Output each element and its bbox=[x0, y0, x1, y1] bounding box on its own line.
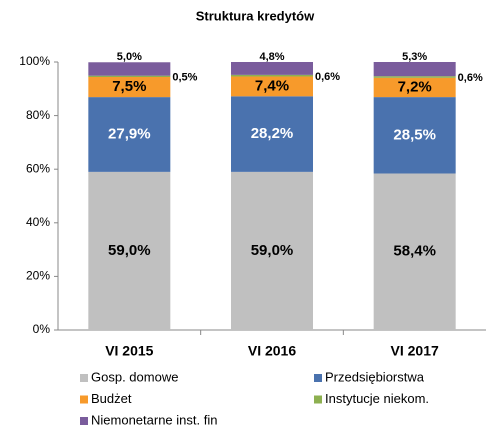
bar-segment bbox=[231, 74, 313, 77]
data-label: 28,5% bbox=[393, 126, 436, 143]
y-tick-label: 80% bbox=[26, 108, 50, 122]
legend-swatch bbox=[314, 374, 322, 382]
x-tick-label: VI 2015 bbox=[105, 343, 153, 359]
legend-swatch bbox=[80, 417, 88, 425]
y-tick-label: 0% bbox=[33, 322, 51, 336]
legend-label: Budżet bbox=[91, 391, 132, 406]
data-label: 7,4% bbox=[255, 77, 289, 94]
data-label: 0,6% bbox=[315, 71, 340, 83]
x-tick-label: VI 2017 bbox=[391, 343, 439, 359]
bar-segment bbox=[88, 97, 171, 172]
bar-segment bbox=[231, 76, 313, 97]
data-label: 58,4% bbox=[393, 243, 436, 260]
data-label: 7,5% bbox=[112, 78, 146, 95]
bar-segment bbox=[231, 62, 313, 75]
bar-segment bbox=[373, 77, 456, 98]
data-label: 59,0% bbox=[108, 242, 151, 259]
legend-label: Przedsiębiorstwa bbox=[325, 369, 425, 384]
bar-segment bbox=[88, 62, 171, 76]
bar-segment bbox=[88, 75, 171, 78]
data-label: 59,0% bbox=[251, 242, 294, 259]
chart-title: Struktura kredytów bbox=[196, 8, 315, 23]
bar-segment bbox=[373, 62, 456, 77]
bar-segment bbox=[88, 77, 171, 98]
legend-swatch bbox=[314, 395, 322, 404]
legend-swatch bbox=[80, 374, 88, 382]
bar-segment bbox=[88, 171, 171, 330]
bar-segment bbox=[373, 173, 456, 330]
legend-label: Gosp. domowe bbox=[91, 369, 178, 384]
data-label: 0,6% bbox=[458, 72, 483, 84]
y-tick-label: 60% bbox=[26, 161, 50, 175]
data-label: 5,0% bbox=[117, 51, 142, 63]
data-label: 4,8% bbox=[259, 51, 284, 63]
bar-segment bbox=[231, 171, 313, 330]
data-label: 0,5% bbox=[172, 72, 197, 84]
bar-segment bbox=[231, 96, 313, 172]
bar-segment bbox=[373, 97, 456, 174]
y-tick-label: 100% bbox=[19, 54, 50, 68]
legend-swatch bbox=[80, 395, 88, 404]
legend-label: Niemonetarne inst. fin bbox=[91, 412, 217, 427]
bar-segment bbox=[373, 76, 456, 78]
legend-label: Instytucje niekom. bbox=[325, 391, 429, 406]
data-label: 5,3% bbox=[402, 51, 427, 63]
data-label: 27,9% bbox=[108, 125, 151, 142]
data-label: 7,2% bbox=[398, 78, 432, 95]
y-tick-label: 40% bbox=[26, 215, 50, 229]
x-tick-label: VI 2016 bbox=[248, 343, 296, 359]
y-tick-label: 20% bbox=[26, 269, 50, 283]
data-label: 28,2% bbox=[251, 125, 294, 142]
